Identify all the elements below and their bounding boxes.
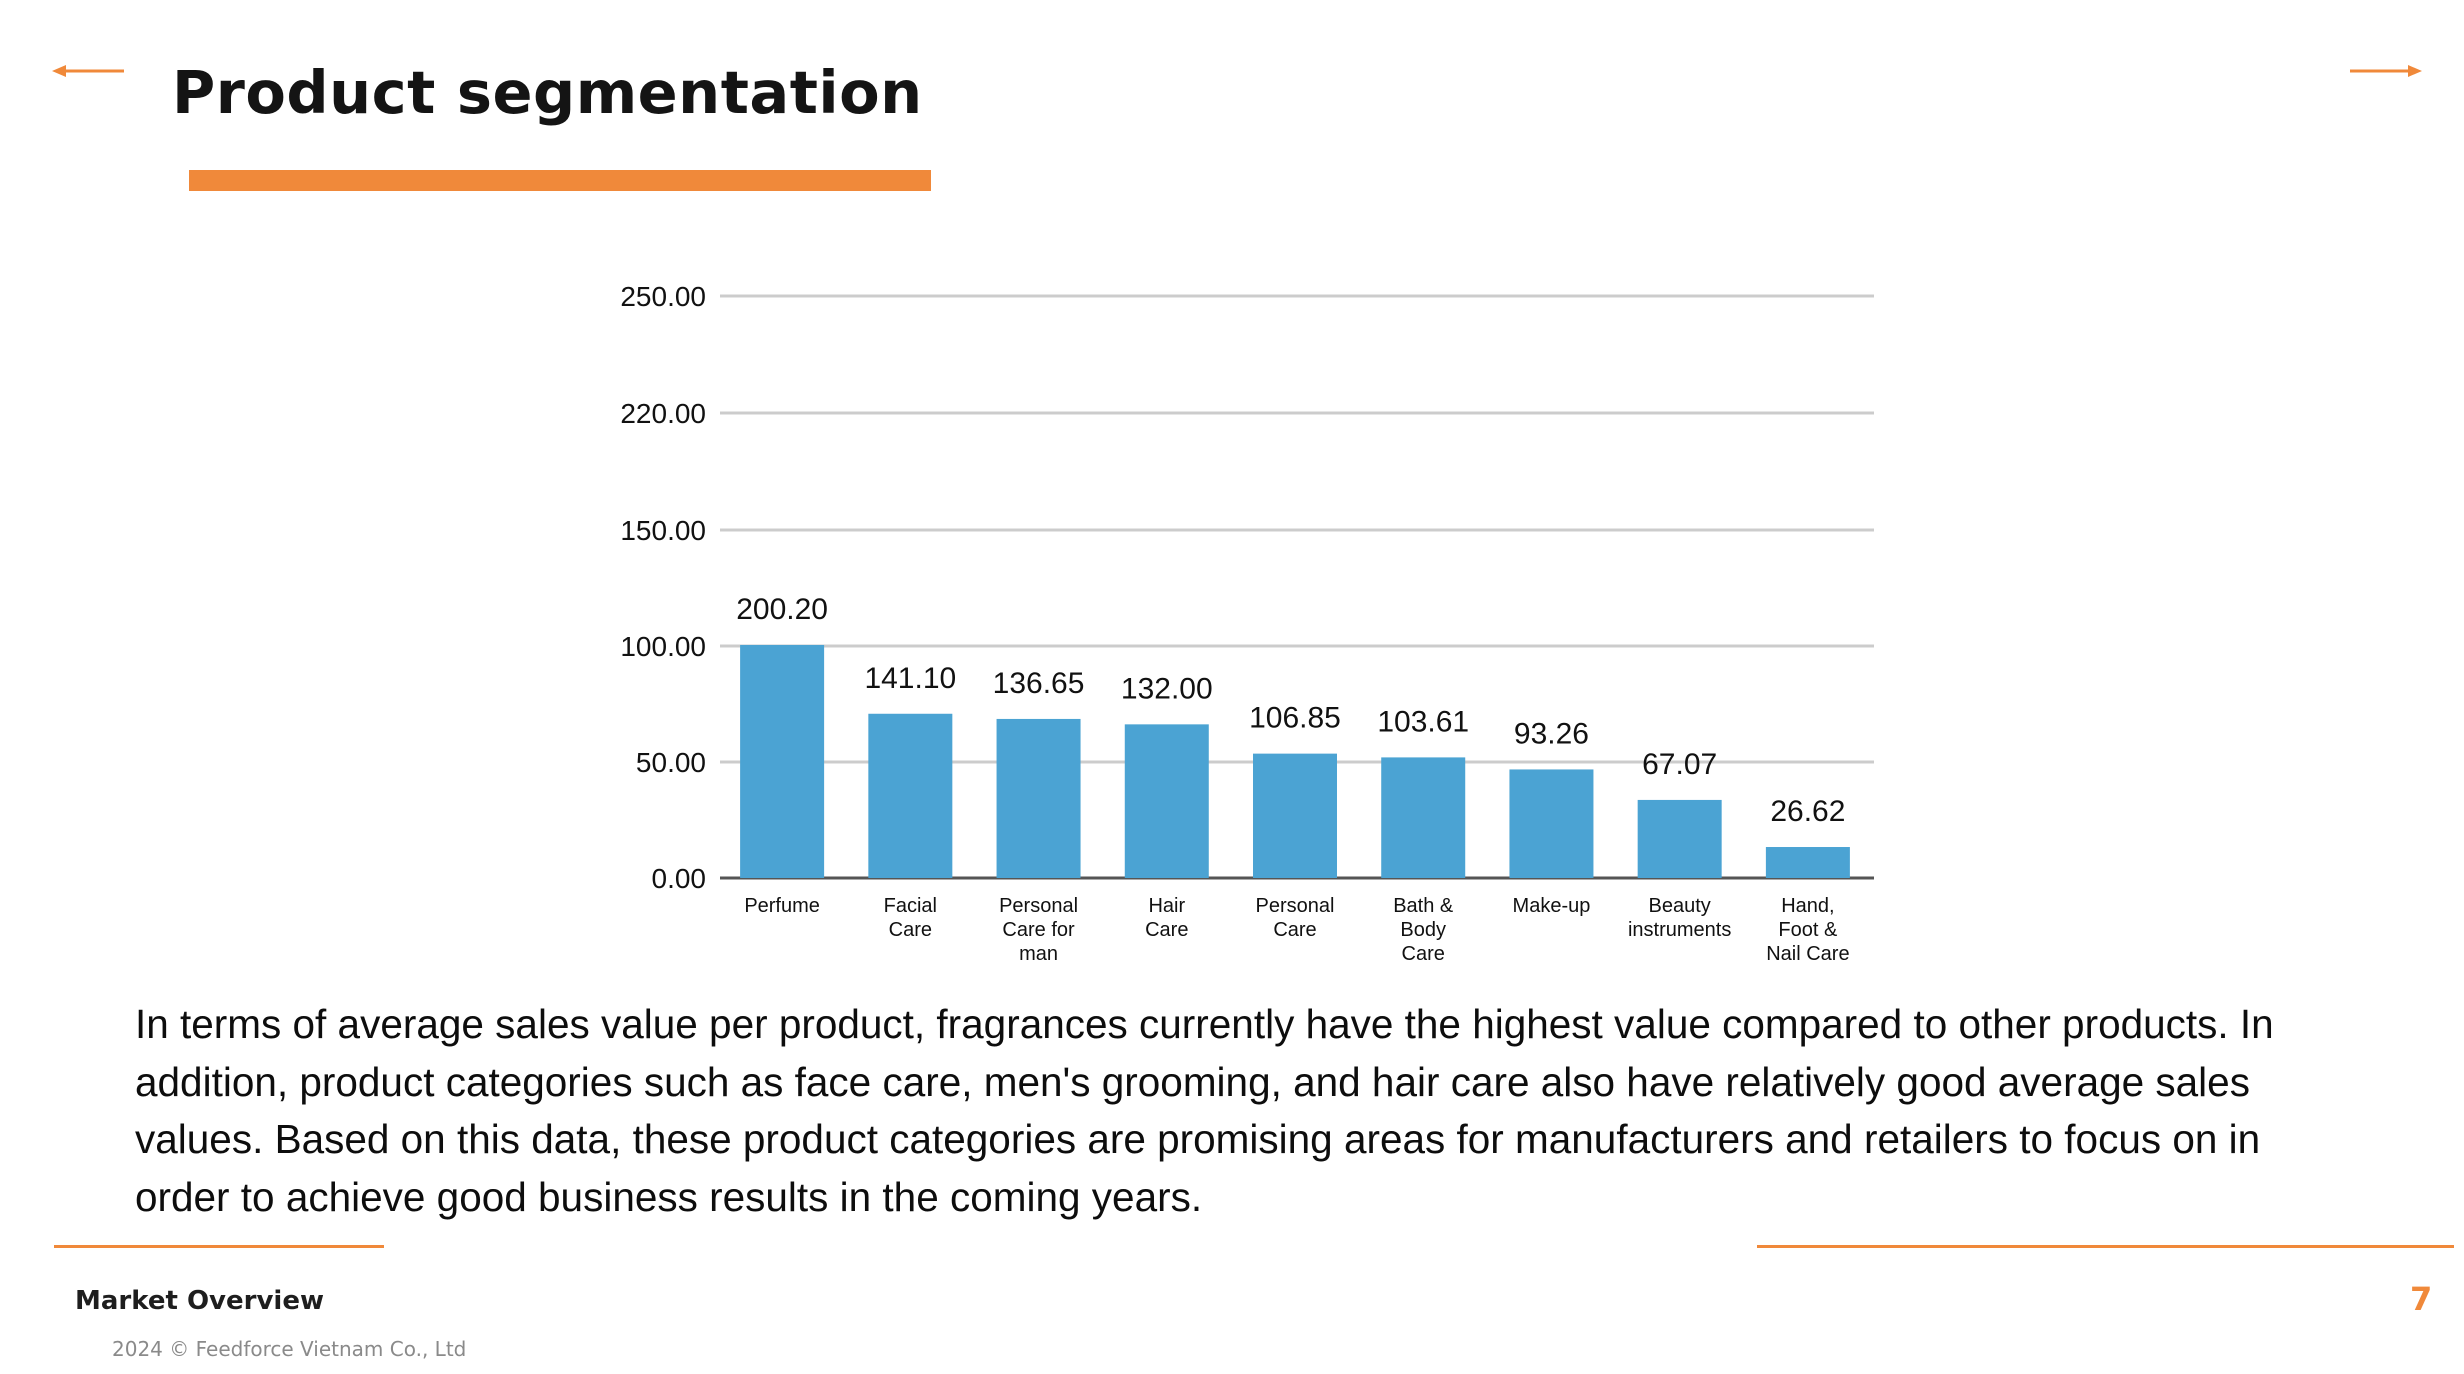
bar-value-label: 93.26 bbox=[1514, 717, 1589, 750]
arrow-right-icon bbox=[2350, 65, 2422, 77]
x-tick-label: Personal Care bbox=[1256, 895, 1335, 941]
bar bbox=[1253, 753, 1337, 878]
x-tick-label: Perfume bbox=[744, 895, 820, 917]
x-axis-category-labels: Perfume Facial Care Personal Care for man Hair… bbox=[744, 895, 1849, 965]
bar-value-label: 200.20 bbox=[736, 593, 828, 626]
next-slide-button[interactable] bbox=[2348, 56, 2424, 86]
y-tick-label: 50.00 bbox=[636, 747, 706, 778]
bar-value-label: 103.61 bbox=[1377, 705, 1469, 738]
arrow-left-icon bbox=[52, 65, 124, 77]
page-number: 7 bbox=[2410, 1280, 2433, 1318]
bar bbox=[996, 718, 1081, 878]
bar-value-labels: 200.20 141.10 136.65 132.00 106.85 103.61 93.2… bbox=[736, 593, 1845, 828]
chart-bars bbox=[740, 644, 1850, 878]
bar-value-label: 141.10 bbox=[864, 662, 956, 695]
page-title: Product segmentation bbox=[172, 58, 923, 127]
footer-section-name: Market Overview bbox=[75, 1286, 324, 1316]
bar bbox=[740, 644, 825, 878]
bar bbox=[868, 713, 953, 878]
bar-value-label: 67.07 bbox=[1642, 748, 1717, 781]
y-tick-label: 150.00 bbox=[620, 515, 706, 546]
y-tick-label: 0.00 bbox=[652, 863, 707, 894]
bar-value-label: 132.00 bbox=[1121, 672, 1213, 705]
x-tick-label: Hair Care bbox=[1145, 895, 1188, 941]
prev-slide-button[interactable] bbox=[50, 56, 126, 86]
footer-copyright: 2024 © Feedforce Vietnam Co., Ltd bbox=[112, 1337, 467, 1361]
x-tick-label: Hand, Foot & Nail Care bbox=[1766, 895, 1849, 965]
y-tick-label: 220.00 bbox=[620, 398, 706, 429]
x-tick-label: Make-up bbox=[1513, 895, 1591, 917]
y-tick-label: 250.00 bbox=[620, 281, 706, 312]
x-tick-label: Beauty instruments bbox=[1628, 895, 1731, 941]
footer-divider-right bbox=[1757, 1245, 2454, 1248]
y-tick-label: 100.00 bbox=[620, 631, 706, 662]
x-tick-label: Bath & Body Care bbox=[1393, 895, 1454, 965]
bar bbox=[1637, 799, 1722, 878]
title-underline bbox=[189, 170, 931, 191]
bar bbox=[1124, 724, 1209, 878]
bar bbox=[1381, 757, 1466, 878]
footer-divider-left bbox=[54, 1245, 384, 1248]
bar bbox=[1509, 769, 1594, 878]
x-tick-label: Facial Care bbox=[884, 895, 937, 941]
bar-chart: 0.00 50.00 100.00 150.00 220.00 250.00 200.20… bbox=[620, 281, 1874, 965]
y-axis-tick-labels: 0.00 50.00 100.00 150.00 220.00 250.00 bbox=[620, 281, 706, 894]
bar-value-label: 26.62 bbox=[1770, 795, 1845, 828]
bar bbox=[1765, 847, 1850, 878]
summary-paragraph: In terms of average sales value per prod… bbox=[135, 1001, 2274, 1220]
x-tick-label: Personal Care for man bbox=[999, 895, 1078, 965]
bar-value-label: 106.85 bbox=[1249, 702, 1341, 735]
bar-value-label: 136.65 bbox=[993, 667, 1085, 700]
